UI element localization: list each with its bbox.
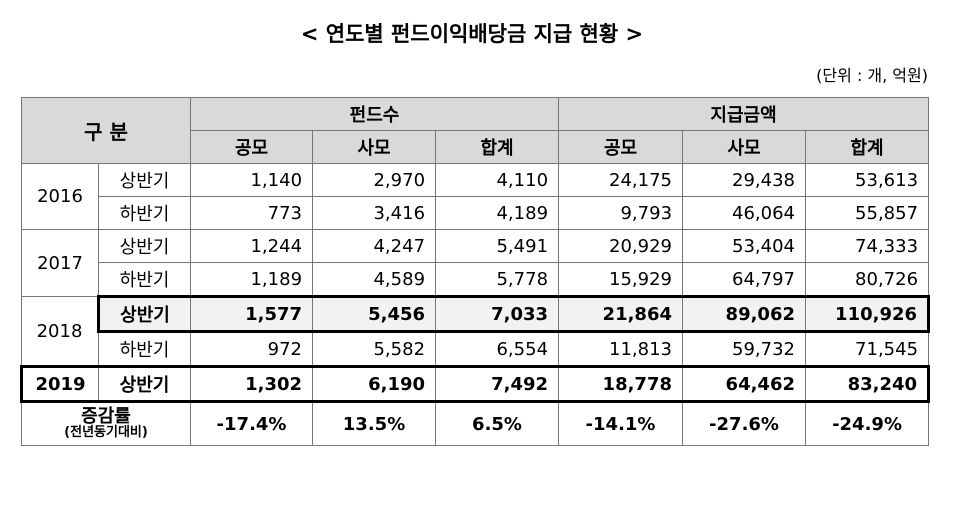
value-cell: 53,404 [682,229,807,263]
group-header: 지급금액 [558,97,930,131]
value-cell: 2,970 [312,163,437,197]
half-cell: 상반기 [97,229,192,263]
half-cell: 상반기 [96,295,192,333]
change-cell: 13.5% [312,401,437,446]
value-cell: 6,554 [435,331,560,367]
table-row: 하반기 1,189 4,589 5,778 15,929 64,797 80,726 [22,262,930,297]
value-cell: 74,333 [805,229,930,263]
value-cell: 972 [190,331,314,367]
value-cell: 80,726 [805,262,930,297]
value-cell: 20,929 [558,229,684,263]
table-row: 하반기 773 3,416 4,189 9,793 46,064 55,857 [22,196,930,230]
value-cell: 6,190 [312,365,437,403]
change-label: 증감률 (전년동기대비) [20,401,192,446]
year-cell: 2018 [21,296,99,367]
value-cell: 89,062 [682,295,807,333]
value-cell: 18,778 [558,365,684,403]
group-header: 펀드수 [190,97,560,131]
column-header: 합계 [435,130,560,164]
title: < 연도별 펀드이익배당금 지급 현황 > [300,22,644,46]
value-cell: 773 [190,196,314,230]
value-cell: 64,462 [682,365,807,403]
half-cell: 하반기 [97,331,192,367]
value-cell: 53,613 [805,163,930,197]
value-cell: 110,926 [805,295,931,333]
dividend-table: 구 분 펀드수 지급금액 공모 사모 합계 공모 사모 합계 2016 상반기 1,140 2,970 4… [20,97,931,446]
corner-header: 구 분 [20,97,192,164]
value-cell: 11,813 [558,331,684,367]
column-header: 사모 [682,130,807,164]
value-cell: 7,492 [435,365,560,403]
table-row: 2019 상반기 1,302 6,190 7,492 18,778 64,462 83,240 [20,365,931,403]
change-cell: -24.9% [805,401,930,446]
value-cell: 55,857 [805,196,930,230]
column-header: 합계 [805,130,930,164]
change-cell: -17.4% [190,401,314,446]
value-cell: 5,778 [435,262,560,297]
value-cell: 15,929 [558,262,684,297]
value-cell: 4,110 [435,163,560,197]
value-cell: 5,582 [312,331,437,367]
year-cell: 2016 [21,163,99,230]
column-header: 공모 [558,130,684,164]
value-cell: 1,189 [190,262,314,297]
value-cell: 21,864 [558,295,684,333]
value-cell: 24,175 [558,163,684,197]
value-cell: 64,797 [682,262,807,297]
table-row: 하반기 972 5,582 6,554 11,813 59,732 71,545 [22,331,930,367]
value-cell: 5,456 [312,295,437,333]
column-header: 사모 [312,130,437,164]
value-cell: 7,033 [435,295,560,333]
year-cell: 2017 [21,229,99,297]
half-cell: 하반기 [97,262,192,297]
table-row: 공모 사모 합계 공모 사모 합계 [22,130,930,164]
half-cell: 하반기 [97,196,192,230]
table-row: 구 분 펀드수 지급금액 [20,97,930,164]
value-cell: 5,491 [435,229,560,263]
change-label-text: 증감률 [81,406,131,427]
value-cell: 59,732 [682,331,807,367]
table-row: 2018 상반기 1,577 5,456 7,033 21,864 89,062 110,92… [21,295,931,367]
half-cell: 상반기 [97,365,192,403]
value-cell: 83,240 [805,365,931,403]
column-header: 공모 [190,130,314,164]
value-cell: 71,545 [805,331,930,367]
change-sublabel: (전년동기대비) [64,425,148,440]
table-row: 증감률 (전년동기대비) -17.4% 13.5% 6.5% -14.1% -27.6% -2… [20,401,930,446]
value-cell: 1,140 [190,163,314,197]
change-cell: 6.5% [435,401,560,446]
unit-note: (단위 : 개, 억원) [816,66,928,85]
table-row: 2017 상반기 1,244 4,247 5,491 20,929 53,404 74,333 [21,229,930,297]
value-cell: 1,302 [190,365,314,403]
value-cell: 1,244 [190,229,314,263]
value-cell: 1,577 [190,295,314,333]
value-cell: 46,064 [682,196,807,230]
value-cell: 29,438 [682,163,807,197]
change-cell: -27.6% [682,401,807,446]
table-row: 2016 상반기 1,140 2,970 4,110 24,175 29,438 53,613 [21,163,930,230]
value-cell: 4,247 [312,229,437,263]
value-cell: 3,416 [312,196,437,230]
change-cell: -14.1% [558,401,684,446]
value-cell: 4,189 [435,196,560,230]
half-cell: 상반기 [97,163,192,197]
value-cell: 9,793 [558,196,684,230]
value-cell: 4,589 [312,262,437,297]
year-cell: 2019 [20,365,99,403]
